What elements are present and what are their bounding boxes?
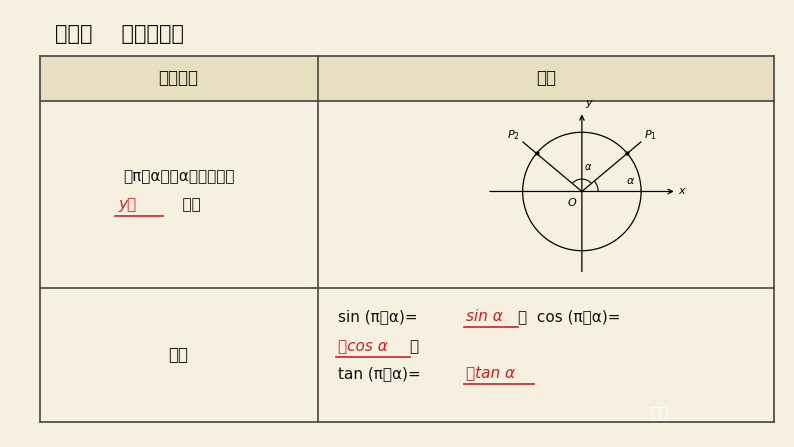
- Bar: [318, 101, 774, 288]
- Text: 对称: 对称: [163, 197, 200, 212]
- Text: tan (π－α)=: tan (π－α)=: [337, 366, 426, 381]
- Text: －tan α: －tan α: [465, 366, 515, 381]
- Text: 要点四    诱导公式四: 要点四 诱导公式四: [55, 24, 184, 44]
- Text: ，  cos (π－α)=: ， cos (π－α)=: [518, 309, 620, 324]
- Text: sin (π－α)=: sin (π－α)=: [337, 309, 422, 324]
- Text: $x$: $x$: [678, 186, 687, 197]
- Text: 终边关系: 终边关系: [159, 69, 198, 87]
- Text: sin α: sin α: [465, 309, 503, 324]
- Bar: [40, 56, 774, 101]
- Bar: [40, 101, 318, 288]
- Text: 公式: 公式: [168, 346, 189, 364]
- Bar: [40, 288, 774, 422]
- Text: α: α: [626, 176, 634, 186]
- Text: ，: ，: [410, 339, 418, 354]
- Text: $P_2$: $P_2$: [507, 128, 520, 142]
- Text: 角π－α与角α的终边关于: 角π－α与角α的终边关于: [123, 169, 234, 184]
- Text: 图示: 图示: [536, 69, 556, 87]
- Text: y轴: y轴: [118, 197, 137, 212]
- Text: $O$: $O$: [567, 196, 577, 208]
- Text: －cos α: －cos α: [337, 339, 387, 354]
- Text: 答案: 答案: [650, 406, 668, 421]
- Text: α: α: [584, 162, 591, 172]
- Text: $P_1$: $P_1$: [644, 128, 657, 142]
- Text: $y$: $y$: [585, 98, 595, 110]
